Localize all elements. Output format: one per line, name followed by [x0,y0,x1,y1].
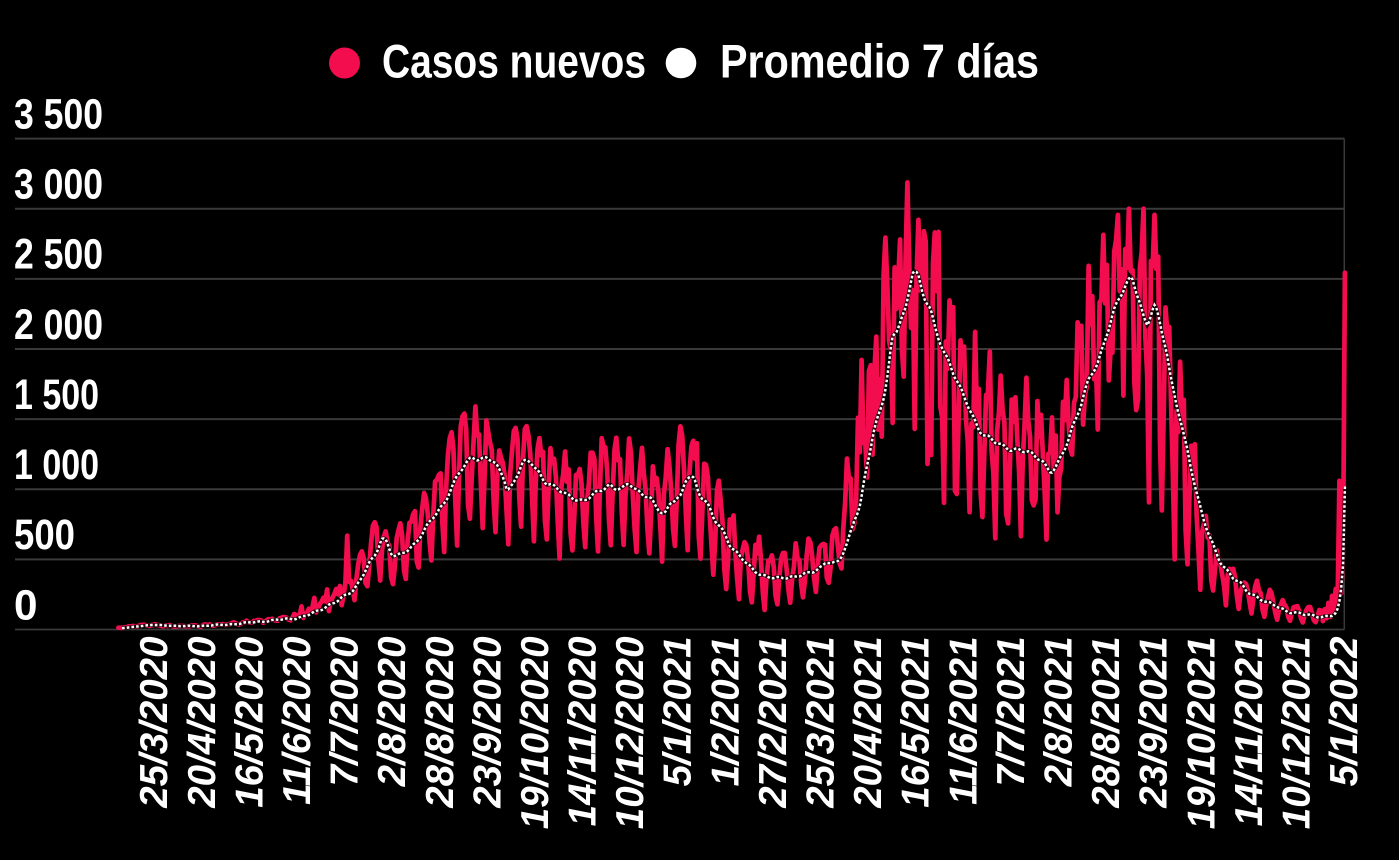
svg-text:28/8/2020: 28/8/2020 [419,636,462,809]
svg-text:10/12/2021: 10/12/2021 [1276,637,1319,830]
svg-text:1 000: 1 000 [14,442,99,489]
svg-text:25/3/2020: 25/3/2020 [133,636,176,809]
svg-text:14/11/2020: 14/11/2020 [562,636,605,826]
svg-text:20/4/2021: 20/4/2021 [847,637,890,809]
svg-text:19/10/2020: 19/10/2020 [514,636,557,829]
svg-text:7/7/2020: 7/7/2020 [324,636,367,786]
svg-text:Promedio 7 días: Promedio 7 días [720,36,1039,89]
svg-text:1/2/2021: 1/2/2021 [704,637,747,787]
svg-text:23/9/2021: 23/9/2021 [1133,637,1176,809]
svg-text:14/11/2021: 14/11/2021 [1228,637,1271,827]
svg-text:23/9/2020: 23/9/2020 [466,636,509,809]
svg-text:3 000: 3 000 [14,162,103,209]
svg-text:27/2/2021: 27/2/2021 [752,637,795,809]
svg-text:2 000: 2 000 [14,302,103,349]
svg-text:3 500: 3 500 [14,91,103,138]
svg-text:16/5/2020: 16/5/2020 [228,636,271,808]
svg-text:16/5/2021: 16/5/2021 [895,637,938,808]
svg-text:10/12/2020: 10/12/2020 [609,636,652,829]
svg-text:11/6/2021: 11/6/2021 [942,637,985,805]
svg-text:25/3/2021: 25/3/2021 [800,637,843,809]
svg-text:Casos nuevos: Casos nuevos [382,36,646,89]
svg-text:1 500: 1 500 [14,372,99,419]
svg-text:11/6/2020: 11/6/2020 [276,636,319,805]
svg-text:2/8/2021: 2/8/2021 [1038,637,1081,788]
svg-text:5/1/2022: 5/1/2022 [1323,636,1366,786]
svg-text:0: 0 [14,582,38,629]
svg-text:500: 500 [14,512,75,559]
svg-text:2 500: 2 500 [14,232,103,279]
svg-text:28/8/2021: 28/8/2021 [1085,637,1128,809]
svg-text:7/7/2021: 7/7/2021 [990,637,1033,787]
svg-text:20/4/2020: 20/4/2020 [181,636,224,809]
svg-text:2/8/2020: 2/8/2020 [371,636,414,787]
svg-text:5/1/2021: 5/1/2021 [657,637,700,787]
svg-text:19/10/2021: 19/10/2021 [1180,637,1223,830]
